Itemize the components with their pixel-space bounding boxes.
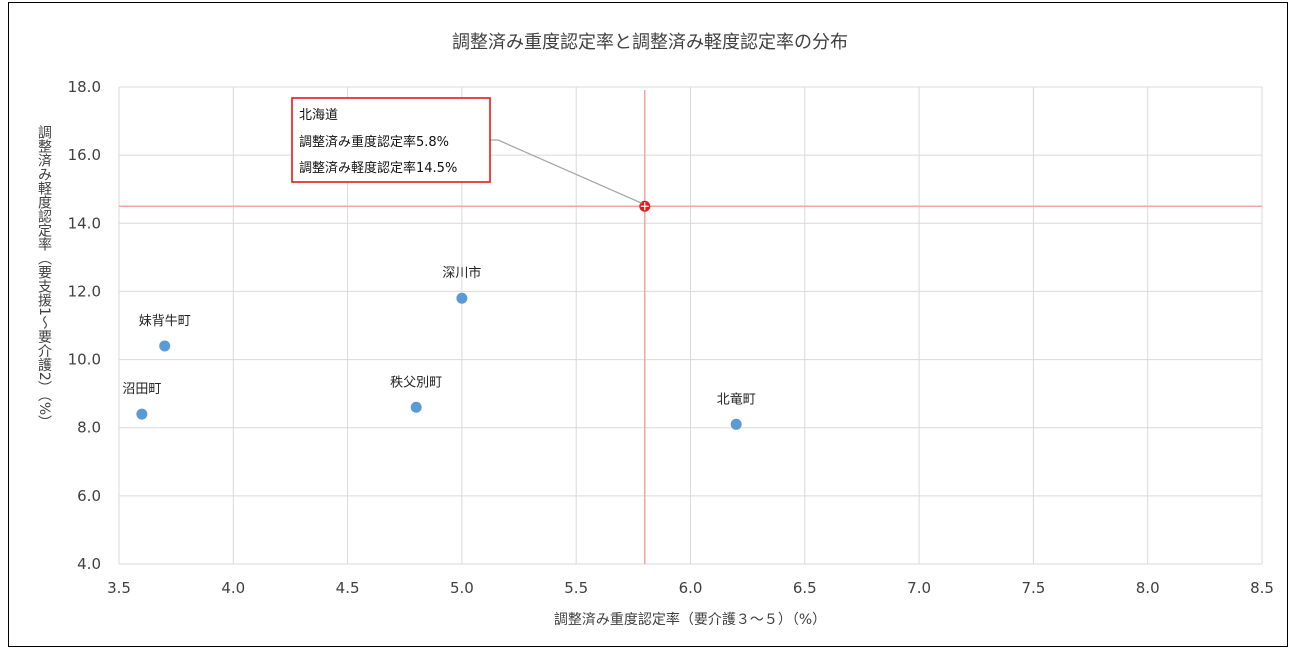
point-label: 妹背牛町	[139, 314, 191, 329]
x-axis-title: 調整済み重度認定率（要介護３～５）（%）	[554, 611, 826, 628]
y-tick-label: 10.0	[68, 351, 101, 369]
callout-leader-line	[497, 139, 643, 204]
data-point	[136, 408, 148, 420]
point-label: 北竜町	[717, 392, 756, 407]
callout-line-2: 調整済み軽度認定率14.5%	[299, 160, 457, 176]
point-label: 深川市	[442, 265, 481, 281]
x-tick-label: 7.5	[1021, 579, 1045, 597]
y-tick-label: 12.0	[68, 282, 101, 300]
reference-callout: 北海道 調整済み重度認定率5.8% 調整済み軽度認定率14.5%	[291, 97, 643, 204]
x-tick-label: 8.0	[1136, 579, 1160, 597]
callout-box	[291, 97, 491, 183]
data-point	[730, 418, 742, 430]
y-tick-label: 8.0	[77, 419, 101, 437]
x-axis-ticks: 3.5 4.0 4.5 5.0 5.5 6.0 6.5 7.0 7.5 8.0 8.5	[107, 579, 1274, 597]
x-tick-label: 5.5	[564, 579, 588, 597]
y-tick-label: 18.0	[68, 78, 101, 96]
callout-line-1: 調整済み重度認定率5.8%	[299, 134, 449, 150]
y-tick-label: 4.0	[77, 555, 101, 573]
y-tick-label: 16.0	[68, 146, 101, 164]
point-label: 秩父別町	[390, 375, 442, 390]
x-tick-label: 6.5	[793, 579, 817, 597]
x-tick-label: 4.0	[221, 579, 245, 597]
data-point	[456, 292, 468, 304]
y-axis-ticks: 4.0 6.0 8.0 10.0 12.0 14.0 16.0 18.0	[68, 78, 101, 573]
data-point	[159, 340, 171, 352]
y-tick-label: 6.0	[77, 487, 101, 505]
reference-lines	[119, 90, 1262, 564]
callout-title: 北海道	[299, 108, 338, 123]
x-tick-label: 6.0	[679, 579, 703, 597]
x-tick-label: 7.0	[907, 579, 931, 597]
x-tick-label: 8.5	[1250, 579, 1274, 597]
point-label: 沼田町	[122, 382, 161, 397]
data-point	[410, 401, 422, 413]
x-tick-label: 4.5	[336, 579, 360, 597]
grid	[118, 86, 1263, 565]
x-tick-label: 5.0	[450, 579, 474, 597]
chart-title: 調整済み重度認定率と調整済み軽度認定率の分布	[452, 32, 848, 53]
chart-frame	[8, 2, 1288, 647]
y-axis-title: 調整済み軽度認定率（要支援1～要介護2）（%）	[36, 125, 52, 429]
x-tick-label: 3.5	[107, 579, 131, 597]
y-tick-label: 14.0	[68, 214, 101, 232]
